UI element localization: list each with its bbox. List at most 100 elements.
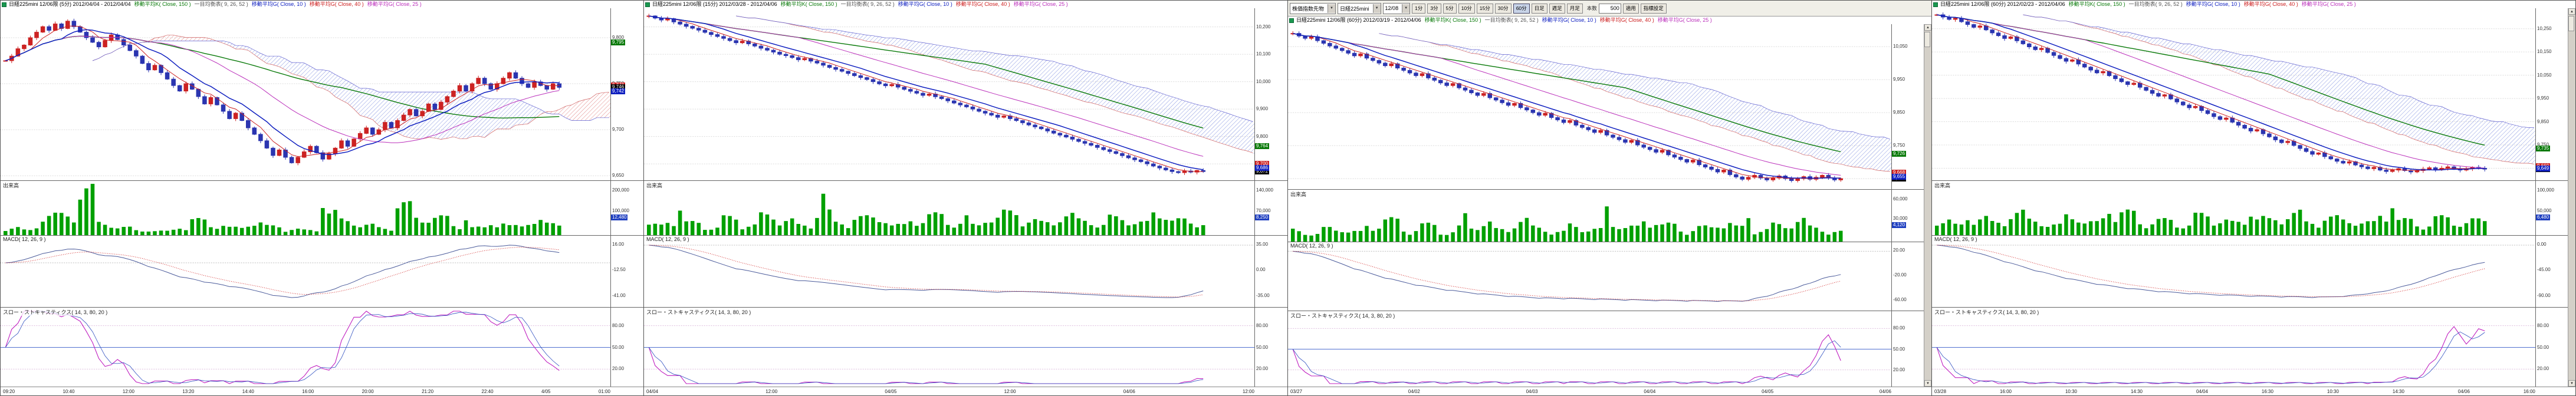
volume-value-tag: 6,480 xyxy=(2536,214,2551,221)
chart-title: 日経225mini 12/06限 (60分) 2012/02/23 - 2012… xyxy=(1940,1,2065,7)
volume-axis-label: 70,000 xyxy=(1256,208,1271,213)
time-label: 04/02 xyxy=(1408,388,1420,394)
period-button-週足[interactable]: 週足 xyxy=(1549,3,1565,14)
indicator-label-2: 一目均衡表( 9, 26, 52 ) xyxy=(2128,1,2183,7)
period-button-5分[interactable]: 5分 xyxy=(1443,3,1457,14)
price-value-tag: 9,764 xyxy=(1255,143,1270,150)
time-label: 4/05 xyxy=(541,388,551,394)
bars-count-input[interactable] xyxy=(1598,3,1621,14)
time-label: 10:30 xyxy=(2065,388,2077,394)
time-label: 14:30 xyxy=(2130,388,2143,394)
contract-select[interactable]: 12/08 ▼ xyxy=(1382,2,1411,14)
symbol-select[interactable]: 日経225mini ▼ xyxy=(1338,2,1381,14)
indicator-label-4: 移動平均G( Close, 40 ) xyxy=(309,1,364,7)
volume-axis-label: 100,000 xyxy=(2537,187,2554,193)
time-axis-inner: 04/04 12:00 04/05 12:00 04/06 12:00 xyxy=(644,389,1254,394)
stoch-axis-label: 50.00 xyxy=(1893,346,1905,352)
price-axis-label: 10,250 xyxy=(2537,25,2552,31)
scroll-up-arrow-icon[interactable]: ▲ xyxy=(1924,24,1931,31)
volume-axis-label: 100,000 xyxy=(612,208,629,213)
price-axis-label: 9,750 xyxy=(2537,142,2549,148)
indicator-label-1: 移動平均K( Close, 150 ) xyxy=(134,1,191,7)
volume-axis-label: 200,000 xyxy=(612,187,629,193)
period-button-10分[interactable]: 10分 xyxy=(1458,3,1475,14)
time-label: 04/05 xyxy=(1762,388,1774,394)
time-label: 03/27 xyxy=(1290,388,1303,394)
time-axis-inner: 09:20 10:40 12:00 13:20 14:40 16:00 20:00 21:20… xyxy=(1,389,610,394)
time-label: 04/03 xyxy=(1526,388,1538,394)
period-button-日足[interactable]: 日足 xyxy=(1531,3,1547,14)
price-axis-label: 9,800 xyxy=(612,34,625,40)
time-axis-inner: 03/27 04/02 04/03 04/04 04/05 04/06 xyxy=(1288,389,1891,394)
price-axis-label: 9,800 xyxy=(1256,133,1269,139)
period-button-月足[interactable]: 月足 xyxy=(1566,3,1583,14)
chart-svg[interactable] xyxy=(644,8,1287,387)
stoch-axis-label: 80.00 xyxy=(612,322,625,328)
volume-axis-label: 60,000 xyxy=(1893,196,1908,202)
macd-axis-label: -60.00 xyxy=(1893,296,1907,302)
macd-axis-label: 35.00 xyxy=(1256,241,1269,247)
chart-svg[interactable] xyxy=(1932,8,2575,387)
symbol-select-value: 日経225mini xyxy=(1340,5,1369,12)
price-axis-label: 10,050 xyxy=(1893,44,1908,50)
time-label: 12:00 xyxy=(122,388,134,394)
stoch-axis-label: 20.00 xyxy=(1256,366,1269,372)
price-axis-label: 10,150 xyxy=(2537,49,2552,55)
period-button-15分[interactable]: 15分 xyxy=(1476,3,1493,14)
period-button-3分[interactable]: 3分 xyxy=(1427,3,1441,14)
volume-value-tag: 12,480 xyxy=(611,214,628,221)
volume-value-tag: 4,120 xyxy=(1892,222,1907,228)
vertical-scrollbar[interactable]: ▲ ▼ xyxy=(1924,24,1931,387)
time-label: 16:00 xyxy=(302,388,314,394)
volume-value-tag: 8,250 xyxy=(1255,214,1270,221)
contract-select-dropdown-arrow-icon: ▼ xyxy=(1402,4,1410,13)
time-label: 04/05 xyxy=(885,388,897,394)
price-axis-label: 10,050 xyxy=(2537,72,2552,78)
indicator-label-1: 移動平均K( Close, 150 ) xyxy=(780,1,837,7)
stoch-pane-label: スロー・ストキャスティクス( 14, 3, 80, 20 ) xyxy=(1934,308,2040,316)
time-label: 22:40 xyxy=(481,388,494,394)
volume-axis-label: 50,000 xyxy=(2537,208,2552,213)
volume-axis-label: 30,000 xyxy=(1893,216,1908,221)
indicator-label-2: 一目均衡表( 9, 26, 52 ) xyxy=(840,1,895,7)
price-value-tag: 9,746 xyxy=(611,84,626,91)
stoch-axis-label: 80.00 xyxy=(2537,322,2549,328)
chart-header: 日経225mini 12/06限 (5分) 2012/04/04 - 2012/… xyxy=(1,1,643,8)
price-value-tag: 9,700 xyxy=(1255,161,1270,167)
macd-axis-label: -12.50 xyxy=(612,267,626,273)
indicator-label-4: 移動平均G( Close, 40 ) xyxy=(955,1,1010,7)
chart-area[interactable]: ▲▼10,25010,15010,0509,9509,8509,7509,650… xyxy=(1932,8,2575,387)
chart-svg[interactable] xyxy=(1,8,643,387)
settings-button[interactable]: 指標設定 xyxy=(1640,3,1667,14)
scroll-down-arrow-icon[interactable]: ▼ xyxy=(1924,380,1931,387)
chart-area[interactable]: 10,200 10,100 10,000 9,900 9,800 9,700 出来高 MACD… xyxy=(644,8,1287,387)
time-axis: 09:20 10:40 12:00 13:20 14:40 16:00 20:00 21:20… xyxy=(1,387,643,395)
price-axis-label: 9,650 xyxy=(612,173,625,179)
apply-button[interactable]: 適用 xyxy=(1622,3,1639,14)
period-button-1分[interactable]: 1分 xyxy=(1412,3,1426,14)
period-button-30分[interactable]: 30分 xyxy=(1494,3,1512,14)
time-axis-inner: 03/28 16:00 10:30 14:30 04/04 16:30 10:30 14:30… xyxy=(1932,389,2535,394)
vertical-scrollbar[interactable]: ▲ ▼ xyxy=(2568,8,2575,387)
market-select[interactable]: 株価指数先物 ▼ xyxy=(1290,2,1336,14)
scroll-down-arrow-icon[interactable]: ▼ xyxy=(2568,380,2575,387)
indicator-label-3: 移動平均G( Close, 10 ) xyxy=(251,1,306,7)
time-label: 04/04 xyxy=(2196,388,2208,394)
price-axis-label: 9,950 xyxy=(1893,77,1905,82)
period-button-60分[interactable]: 60分 xyxy=(1513,3,1530,14)
indicator-label-2: 一目均衡表( 9, 26, 52 ) xyxy=(194,1,248,7)
chart-panel-3: 株価指数先物 ▼ 日経225mini ▼ 12/08 ▼ 1分 3分 5分 10分 15分 30分 60… xyxy=(1288,0,1932,396)
scroll-up-arrow-icon[interactable]: ▲ xyxy=(2568,8,2575,15)
chart-panel-1: 日経225mini 12/06限 (5分) 2012/04/04 - 2012/… xyxy=(0,0,644,396)
price-value-tag: 9,649 xyxy=(2536,165,2551,171)
indicator-label-5: 移動平均G( Close, 25 ) xyxy=(1657,17,1712,23)
chart-svg[interactable] xyxy=(1288,24,1931,387)
scrollbar-thumb[interactable] xyxy=(1924,32,1930,47)
time-label: 21:20 xyxy=(422,388,434,394)
stoch-axis-label: 20.00 xyxy=(1893,367,1905,372)
price-axis-label: 9,850 xyxy=(1893,110,1905,116)
scrollbar-thumb[interactable] xyxy=(2568,16,2574,31)
instrument-icon xyxy=(645,2,650,7)
